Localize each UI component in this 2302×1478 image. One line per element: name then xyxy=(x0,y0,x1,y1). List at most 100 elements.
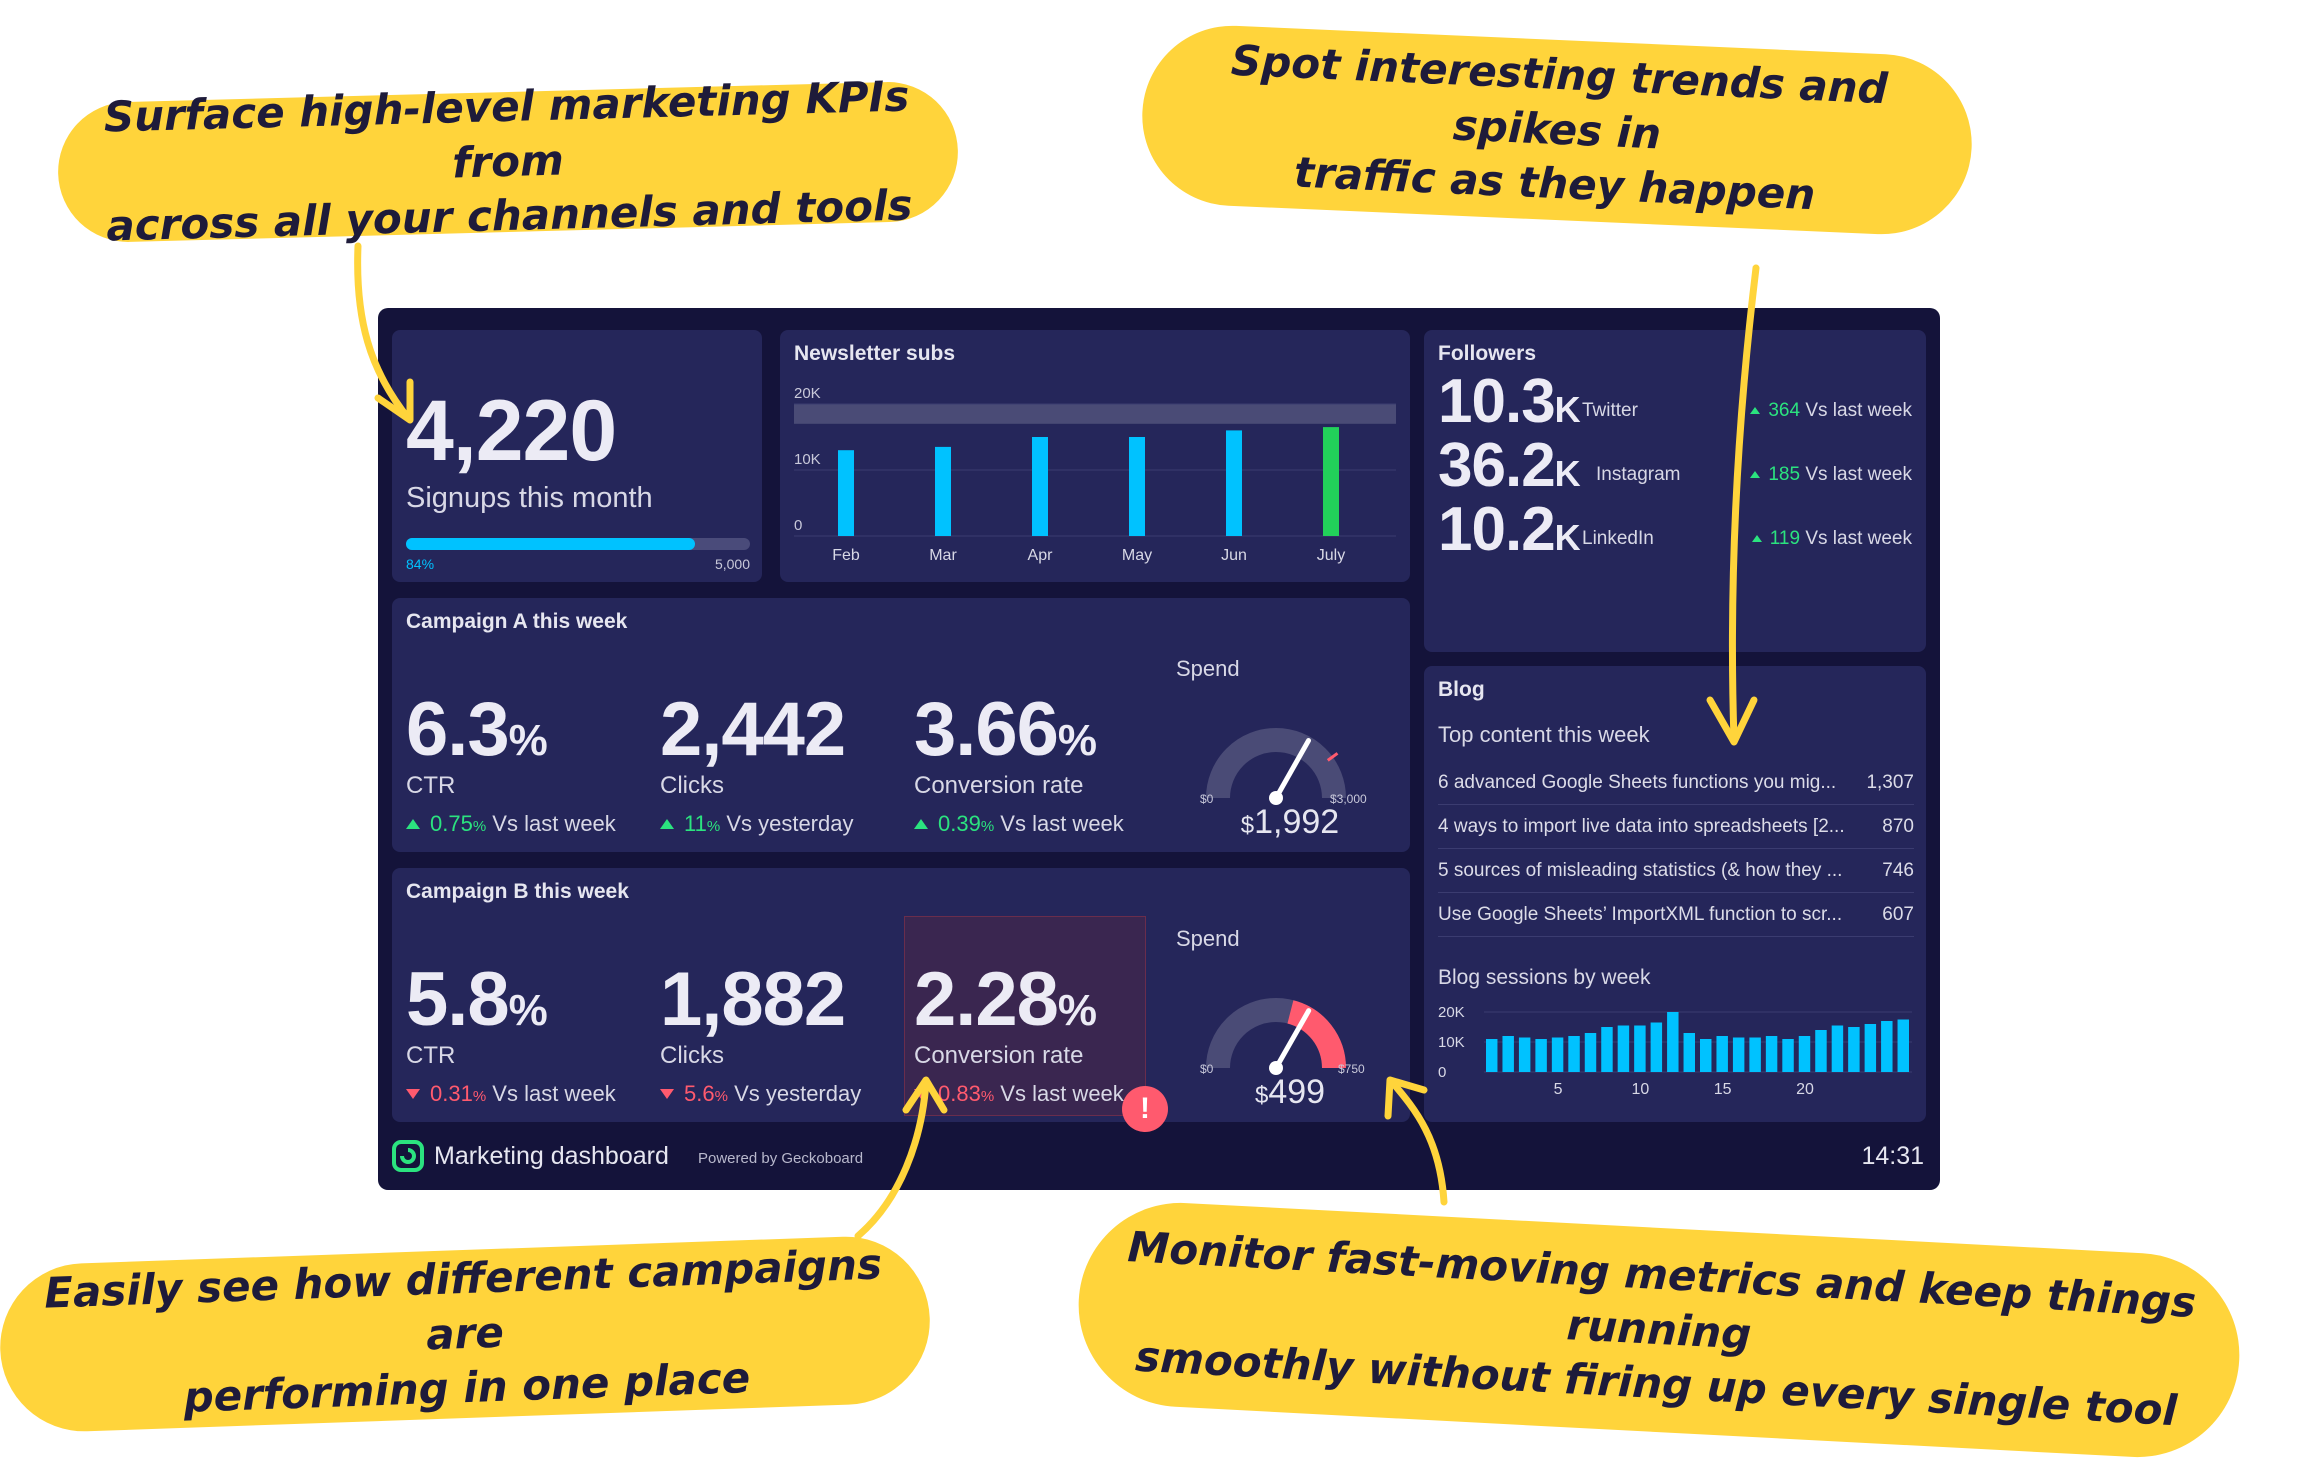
blog-sessions-bar[interactable] xyxy=(1601,1027,1613,1072)
campaign-a-conversion-unit: % xyxy=(1057,716,1097,765)
follower-unit: K xyxy=(1554,453,1581,494)
blog-sessions-bar[interactable] xyxy=(1683,1033,1695,1072)
blog-sessions-bar[interactable] xyxy=(1617,1025,1630,1073)
campaign-b-ctr-compare: Vs last week xyxy=(492,1081,616,1106)
blog-chart-x-tick: 10 xyxy=(1631,1081,1649,1098)
campaign-a-ctr-label: CTR xyxy=(406,772,456,799)
newsletter-bar[interactable] xyxy=(1032,437,1048,536)
campaign-b-ctr-change: 0.31% Vs last week xyxy=(406,1081,616,1107)
blog-item-value: 607 xyxy=(1882,904,1914,925)
blog-sessions-bar[interactable] xyxy=(1815,1030,1827,1072)
campaign-b-spend-value: $499 xyxy=(1204,1073,1376,1112)
blog-sessions-bar[interactable] xyxy=(1864,1024,1877,1072)
blog-sessions-bar[interactable] xyxy=(1848,1027,1860,1072)
blog-sessions-bar[interactable] xyxy=(1568,1036,1580,1072)
newsletter-panel: Newsletter subs 0 10K 20K Feb Mar Apr May Jun Ju… xyxy=(780,330,1410,582)
blog-sessions-bar[interactable] xyxy=(1502,1036,1514,1072)
blog-item-value: 746 xyxy=(1882,860,1914,881)
blog-sessions-bar[interactable] xyxy=(1700,1039,1712,1072)
campaign-b-spend-number: 499 xyxy=(1268,1073,1326,1111)
gauge-needle xyxy=(1273,1008,1312,1071)
blog-sessions-bar[interactable] xyxy=(1716,1036,1728,1072)
follower-number: 10.2 xyxy=(1438,495,1556,564)
follower-unit: K xyxy=(1554,517,1581,558)
campaign-a-clicks-compare: Vs yesterday xyxy=(726,811,854,836)
blog-sessions-bar[interactable] xyxy=(1667,1012,1679,1072)
blog-sessions-bar[interactable] xyxy=(1535,1039,1547,1072)
campaign-a-panel: Campaign A this week 6.3% CTR 0.75% Vs l… xyxy=(392,598,1410,852)
alert-icon[interactable]: ! xyxy=(1122,1086,1168,1132)
follower-change-value: 119 xyxy=(1769,528,1801,549)
campaign-a-conversion-value: 3.66% xyxy=(914,686,1097,773)
campaign-b-conversion-label: Conversion rate xyxy=(914,1042,1084,1069)
newsletter-bar[interactable] xyxy=(1226,430,1242,536)
newsletter-y-tick: 0 xyxy=(794,517,802,534)
campaign-b-conversion-compare: Vs last week xyxy=(1000,1081,1124,1106)
newsletter-chart: 0 10K 20K Feb Mar Apr May Jun July xyxy=(794,385,1396,564)
blog-list-item[interactable]: 6 advanced Google Sheets functions you m… xyxy=(1438,762,1914,805)
campaign-a-ctr-unit: % xyxy=(508,716,548,765)
down-arrow-icon xyxy=(406,1089,420,1099)
campaign-a-spend-max: $3,000 xyxy=(1330,792,1367,806)
campaign-a-title: Campaign A this week xyxy=(406,610,628,633)
newsletter-title: Newsletter subs xyxy=(794,342,956,365)
campaign-a-clicks-value: 2,442 xyxy=(660,687,846,772)
gauge-needle xyxy=(1273,738,1312,801)
gauge-threshold-mark xyxy=(1326,752,1339,762)
blog-sessions-bar[interactable] xyxy=(1732,1037,1745,1073)
blog-sessions-bar[interactable] xyxy=(1897,1019,1909,1073)
blog-list-item[interactable]: Use Google Sheets’ ImportXML function to… xyxy=(1438,894,1914,937)
follower-change: 364 Vs last week xyxy=(1750,400,1912,422)
campaign-a-conversion-compare: Vs last week xyxy=(1000,811,1124,836)
blog-sessions-bar[interactable] xyxy=(1486,1039,1498,1072)
callout-campaigns: Easily see how different campaigns are pe… xyxy=(0,1233,933,1435)
blog-item-value: 870 xyxy=(1882,816,1914,837)
newsletter-bar[interactable] xyxy=(935,446,951,536)
blog-sessions-bar[interactable] xyxy=(1831,1025,1844,1073)
blog-sessions-bar[interactable] xyxy=(1765,1036,1778,1072)
campaign-b-conversion-change: 0.83% Vs last week xyxy=(914,1081,1140,1107)
newsletter-target-band xyxy=(794,404,1396,424)
down-arrow-icon xyxy=(914,1089,928,1099)
follower-compare: Vs last week xyxy=(1805,400,1912,421)
campaign-b-ctr-change-unit: % xyxy=(472,1088,487,1105)
follower-compare: Vs last week xyxy=(1805,464,1912,485)
blog-sessions-bar[interactable] xyxy=(1782,1039,1794,1072)
blog-sessions-bar[interactable] xyxy=(1518,1037,1531,1073)
newsletter-bar[interactable] xyxy=(838,450,854,536)
blog-sessions-chart: 0 10K 20K 5 10 15 20 xyxy=(1438,1004,1912,1098)
blog-sessions-bar[interactable] xyxy=(1650,1022,1663,1073)
follower-change: 119 Vs last week xyxy=(1751,528,1912,550)
blog-sessions-bar[interactable] xyxy=(1749,1037,1761,1073)
blog-sessions-bar[interactable] xyxy=(1634,1025,1646,1073)
campaign-a-conversion-label: Conversion rate xyxy=(914,772,1084,799)
blog-sessions-bar[interactable] xyxy=(1881,1021,1893,1072)
footer: Marketing dashboard Powered by Geckoboar… xyxy=(392,1128,1926,1184)
blog-sessions-bar[interactable] xyxy=(1551,1037,1564,1073)
newsletter-bar[interactable] xyxy=(1323,427,1339,536)
blog-sessions-bar[interactable] xyxy=(1798,1036,1811,1072)
newsletter-x-tick: Apr xyxy=(1028,547,1054,564)
blog-chart-x-tick: 5 xyxy=(1554,1081,1563,1098)
follower-value: 10.3K xyxy=(1438,366,1581,437)
campaign-b-conversion-number: 2.28 xyxy=(914,957,1059,1042)
campaign-b-spend-label: Spend xyxy=(1176,926,1240,951)
follower-number: 36.2 xyxy=(1438,431,1556,500)
blog-title: Blog xyxy=(1438,678,1485,701)
blog-list-item[interactable]: 5 sources of misleading statistics (& ho… xyxy=(1438,850,1914,893)
campaign-b-conversion-change-unit: % xyxy=(980,1088,995,1105)
gauge-hub xyxy=(1269,791,1283,805)
blog-list-item[interactable]: 4 ways to import live data into spreadsh… xyxy=(1438,806,1914,849)
campaign-b-spend-currency: $ xyxy=(1254,1082,1269,1109)
marketing-dashboard: 4,220 Signups this month 84% 5,000 Newsl… xyxy=(378,308,1940,1190)
campaign-a-conversion-change-value: 0.39 xyxy=(938,811,981,836)
newsletter-bar[interactable] xyxy=(1129,437,1145,536)
blog-chart-x-tick: 15 xyxy=(1714,1081,1732,1098)
campaign-a-spend-currency: $ xyxy=(1240,812,1255,839)
campaign-a-conversion-number: 3.66 xyxy=(914,687,1059,772)
campaign-b-conversion-value: 2.28% xyxy=(914,956,1097,1043)
campaign-b-ctr-change-value: 0.31 xyxy=(430,1081,473,1106)
blog-sessions-bar[interactable] xyxy=(1584,1033,1597,1072)
up-arrow-icon xyxy=(406,819,420,829)
campaign-a-spend-min: $0 xyxy=(1200,792,1214,806)
